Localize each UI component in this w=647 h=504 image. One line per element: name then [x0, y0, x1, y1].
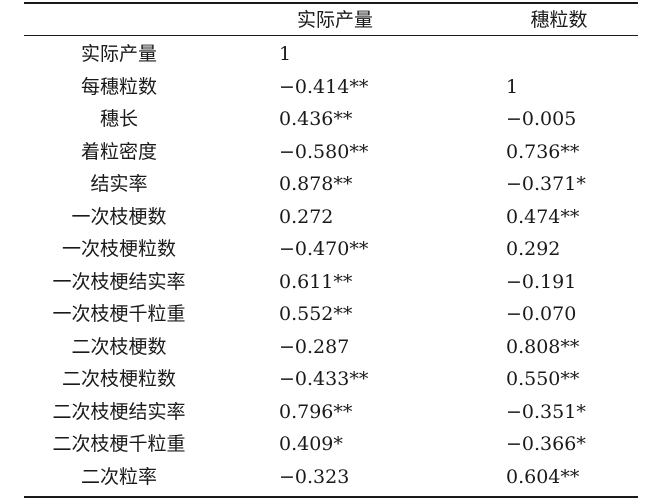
- table-header-row: 实际产量 穗粒数: [24, 4, 638, 35]
- row-label: 一次枝梗千粒重: [52, 303, 186, 325]
- table-row: 一次枝梗粒数 −0.470** 0.292: [24, 234, 638, 267]
- grains-per-panicle-value: −0.070: [506, 303, 577, 325]
- row-label: 二次枝梗数: [71, 335, 167, 358]
- grains-per-panicle-value: 0.474**: [506, 205, 580, 228]
- grains-per-panicle-value: 0.736**: [506, 140, 580, 163]
- table-row: 结实率 0.878** −0.371*: [24, 169, 638, 202]
- column-header-actual-yield: 实际产量: [296, 9, 373, 31]
- grains-per-panicle-value: −0.191: [506, 270, 577, 293]
- actual-yield-value: −0.433**: [279, 368, 369, 390]
- row-label: 一次枝梗数: [71, 205, 167, 228]
- row-label: 穗长: [99, 108, 138, 130]
- grains-per-panicle-value: 0.550**: [506, 368, 580, 390]
- actual-yield-value: −0.414**: [279, 75, 369, 98]
- actual-yield-value: 0.409*: [279, 433, 343, 455]
- table-row: 二次枝梗千粒重 0.409* −0.366*: [24, 429, 638, 462]
- actual-yield-value: 0.436**: [279, 108, 353, 130]
- grains-per-panicle-value: 0.604**: [506, 465, 580, 488]
- column-header-grains-per-panicle: 穗粒数: [530, 9, 588, 31]
- actual-yield-value: 0.796**: [279, 400, 353, 423]
- table-row: 实际产量 1: [24, 39, 638, 72]
- grains-per-panicle-value: −0.371*: [506, 173, 586, 195]
- table-body: 实际产量 1 每穗粒数 −0.414** 1 穗长 0.436** −0.005 着粒密度 −0.…: [24, 39, 638, 494]
- table-header-rule: [24, 35, 638, 36]
- table-row: 着粒密度 −0.580** 0.736**: [24, 137, 638, 170]
- actual-yield-value: 1: [279, 43, 292, 65]
- correlation-table: 实际产量 穗粒数 实际产量 1 每穗粒数 −0.414** 1 穗长 0.436** −0.0…: [24, 2, 638, 500]
- table-row: 二次枝梗结实率 0.796** −0.351*: [24, 397, 638, 430]
- table-row: 二次枝梗粒数 −0.433** 0.550**: [24, 364, 638, 397]
- table-row: 一次枝梗结实率 0.611** −0.191: [24, 267, 638, 300]
- grains-per-panicle-value: −0.005: [506, 108, 577, 130]
- table-bottom-rule: [24, 496, 638, 498]
- row-label: 二次粒率: [80, 465, 157, 488]
- table-row: 二次粒率 −0.323 0.604**: [24, 462, 638, 495]
- actual-yield-value: −0.287: [279, 335, 350, 358]
- actual-yield-value: −0.323: [279, 465, 350, 488]
- actual-yield-value: 0.611**: [279, 270, 353, 293]
- table-row: 一次枝梗数 0.272 0.474**: [24, 202, 638, 235]
- grains-per-panicle-value: 1: [506, 75, 519, 98]
- row-label: 实际产量: [80, 43, 157, 65]
- table-top-rule: [24, 2, 638, 4]
- row-label: 二次枝梗粒数: [61, 368, 176, 390]
- grains-per-panicle-value: 0.808**: [506, 335, 580, 358]
- actual-yield-value: 0.272: [279, 205, 334, 228]
- actual-yield-value: −0.470**: [279, 238, 369, 260]
- grains-per-panicle-value: −0.366*: [506, 433, 586, 455]
- row-label: 一次枝梗结实率: [52, 270, 186, 293]
- actual-yield-value: 0.878**: [279, 173, 353, 195]
- row-label: 二次枝梗结实率: [52, 400, 186, 423]
- table-row: 每穗粒数 −0.414** 1: [24, 72, 638, 105]
- grains-per-panicle-value: 0.292: [506, 238, 561, 260]
- row-label: 每穗粒数: [80, 75, 157, 98]
- table-row: 穗长 0.436** −0.005: [24, 104, 638, 137]
- grains-per-panicle-value: −0.351*: [506, 400, 586, 423]
- actual-yield-value: −0.580**: [279, 140, 369, 163]
- row-label: 结实率: [90, 173, 148, 195]
- row-label: 着粒密度: [80, 140, 157, 163]
- actual-yield-value: 0.552**: [279, 303, 353, 325]
- row-label: 一次枝梗粒数: [61, 238, 176, 260]
- table-row: 二次枝梗数 −0.287 0.808**: [24, 332, 638, 365]
- table-row: 一次枝梗千粒重 0.552** −0.070: [24, 299, 638, 332]
- row-label: 二次枝梗千粒重: [52, 433, 186, 455]
